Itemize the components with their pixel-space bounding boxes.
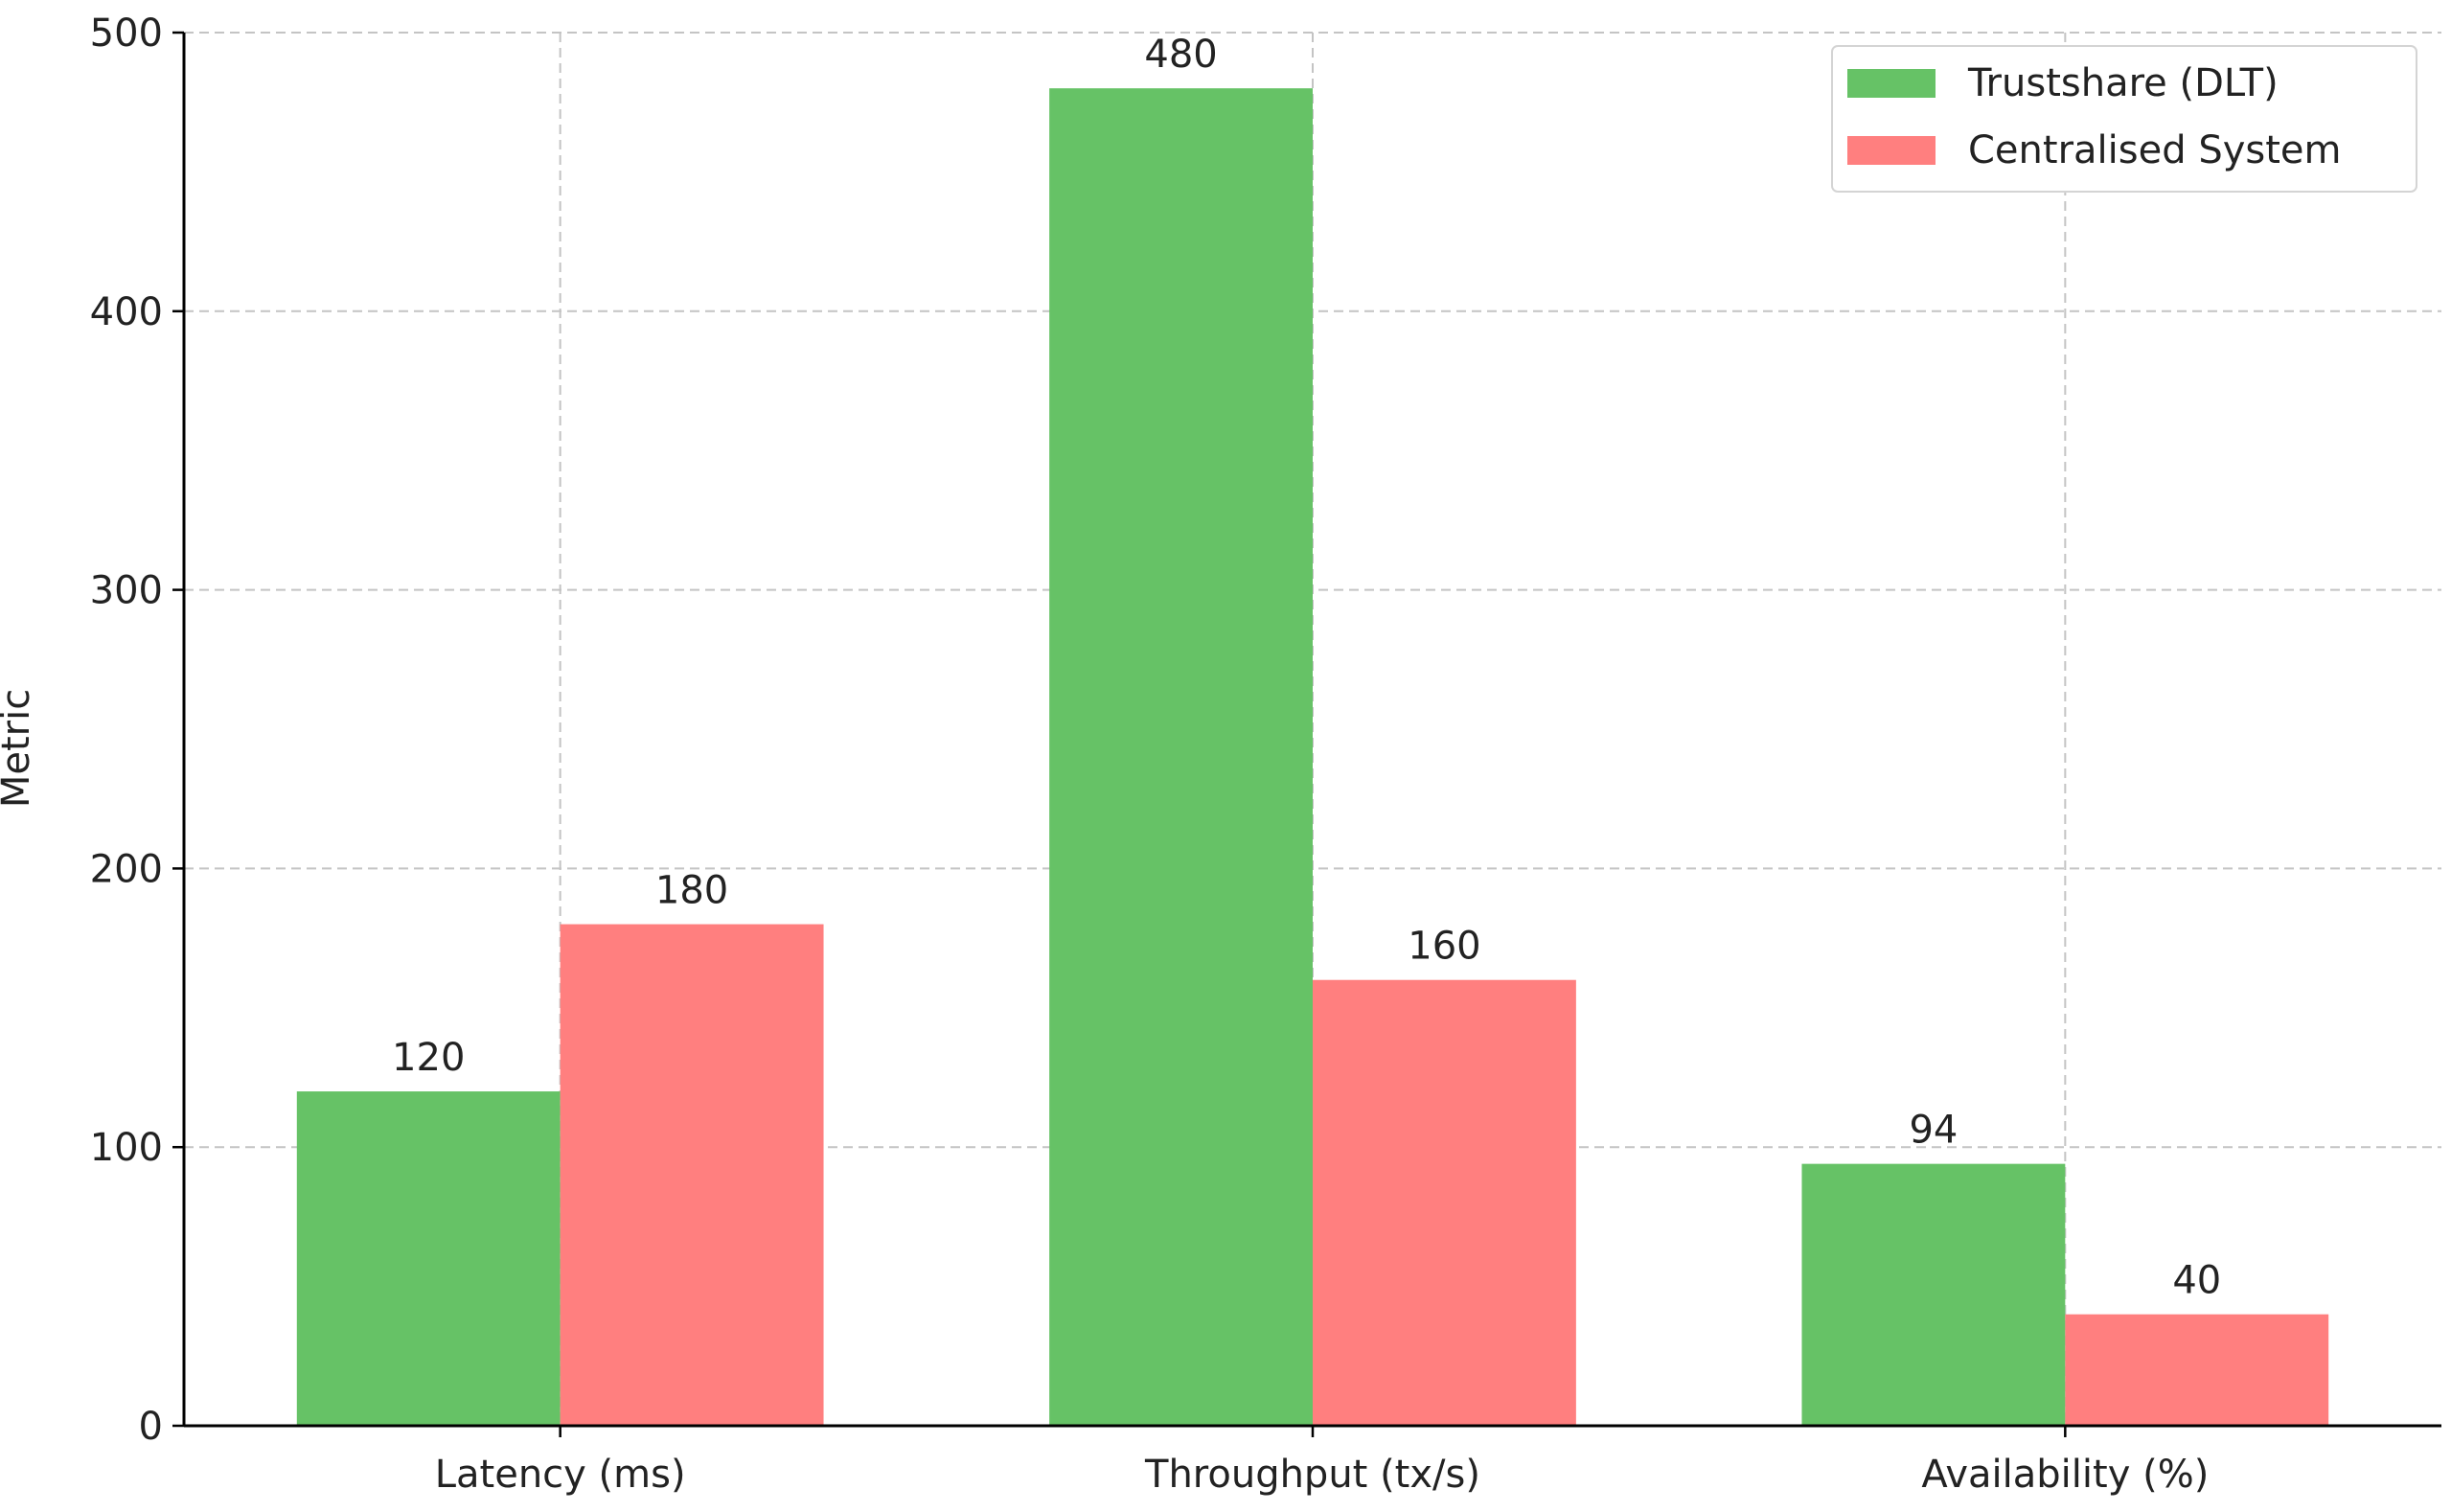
axes-layer: 0 100 200 300 400 500 Latency (ms) Throughput (…	[90, 11, 2441, 1497]
y-tick-label: 100	[90, 1126, 163, 1170]
x-tick-label: Throughput (tx/s)	[1144, 1453, 1480, 1497]
y-axis-label: Metric	[0, 689, 38, 808]
y-tick-label: 300	[90, 569, 163, 613]
bar	[560, 924, 824, 1426]
data-label: 94	[1909, 1109, 1958, 1153]
legend-box	[1831, 45, 2417, 193]
legend-label: Centralised System	[1968, 128, 2341, 172]
bar	[1801, 1163, 2066, 1426]
data-label: 160	[1408, 925, 1480, 969]
x-tick-label: Availability (%)	[1921, 1453, 2209, 1497]
legend-label: Trustshare (DLT)	[1967, 61, 2279, 105]
x-tick-label: Latency (ms)	[435, 1453, 686, 1497]
bar	[1313, 979, 1576, 1426]
legend-swatch	[1847, 136, 1936, 165]
legend: Trustshare (DLT) Centralised System	[1831, 45, 2417, 193]
legend-swatch	[1847, 69, 1936, 98]
bar	[296, 1091, 561, 1426]
bars-layer	[296, 88, 2329, 1426]
y-tick-label: 500	[90, 11, 163, 56]
bar	[2065, 1314, 2329, 1426]
data-label: 40	[2172, 1259, 2221, 1303]
y-tick-label: 200	[90, 847, 163, 891]
y-tick-label: 400	[90, 290, 163, 334]
labels-layer: 120 480 94 180 160 40	[392, 33, 2221, 1303]
y-tick-label: 0	[139, 1405, 163, 1449]
data-label: 180	[655, 869, 728, 913]
bar	[1049, 88, 1313, 1426]
data-label: 480	[1144, 33, 1217, 77]
data-label: 120	[392, 1036, 465, 1080]
